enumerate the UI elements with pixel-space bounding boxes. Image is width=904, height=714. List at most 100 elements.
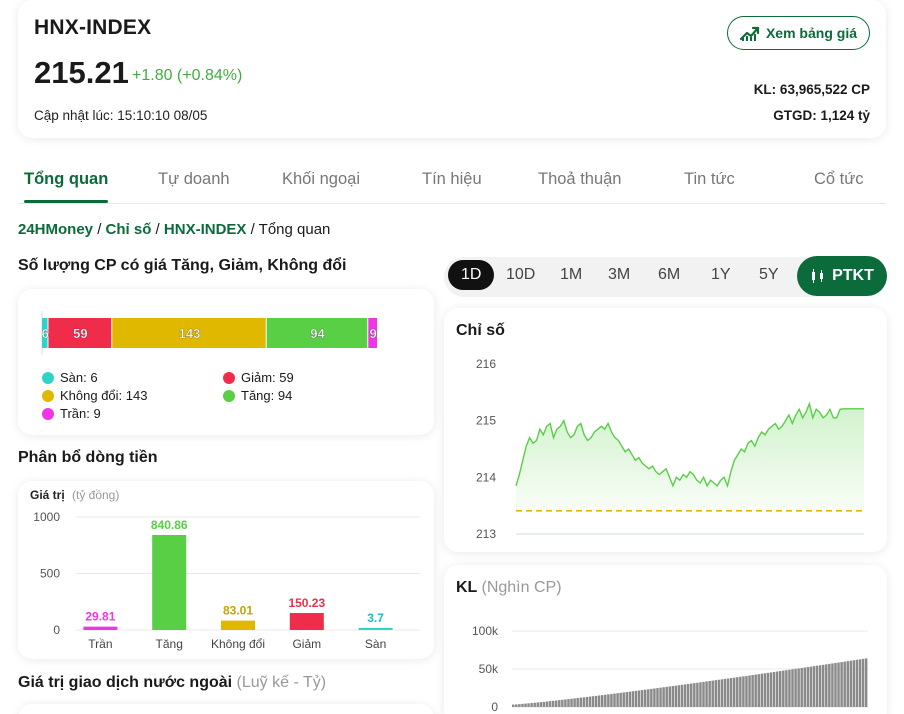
volume-chart-title: KL (Nghìn CP) (456, 579, 562, 597)
volume-bar (539, 702, 543, 707)
volume-bar (852, 660, 856, 707)
legend-dot (42, 371, 54, 384)
period-10d[interactable]: 10D (506, 266, 536, 283)
period-5y[interactable]: 5Y (759, 266, 779, 283)
cash-flow-ytick: 1000 (33, 510, 60, 524)
period-6m[interactable]: 6M (658, 266, 681, 283)
volume-bar (821, 664, 825, 707)
volume-bar (809, 666, 813, 707)
volume-bar (779, 671, 782, 707)
update-time: Cập nhật lúc: 15:10:10 08/05 (34, 108, 208, 123)
volume-bar (849, 660, 853, 707)
tab-overview[interactable]: Tổng quan (24, 170, 109, 188)
legend-dot (42, 407, 54, 420)
index-ytick: 213 (476, 527, 496, 541)
breadth-segment-san (42, 318, 48, 348)
index-ytick: 214 (476, 470, 496, 484)
volume-bar (548, 701, 552, 707)
volume-bar (711, 680, 714, 707)
volume-bar (558, 700, 561, 707)
volume-bar (785, 670, 788, 707)
period-1d[interactable]: 1D (448, 260, 495, 290)
breadth-segment-khongdoi (112, 318, 266, 348)
breadth-segment-label: 9 (370, 326, 377, 341)
cash-flow-axis-unit: (tỷ đồng) (72, 488, 119, 502)
volume-bar (742, 676, 745, 707)
volume-bar (515, 704, 518, 707)
volume-ytick: 50k (479, 662, 499, 676)
tab-bar: Tổng quan Tự doanh Khối ngoại Tín hiệu T… (18, 160, 886, 204)
period-1y[interactable]: 1Y (711, 266, 731, 283)
breadcrumb-home[interactable]: 24HMoney (18, 221, 94, 238)
volume-bar (864, 658, 868, 707)
volume-bar (797, 668, 800, 707)
cash-flow-bar (152, 534, 187, 630)
volume-bar (791, 669, 794, 707)
cash-flow-category-label: Không đổi (211, 637, 265, 651)
breadth-title: Số lượng CP có giá Tăng, Giảm, Không đổi (18, 257, 347, 274)
volume-bar (656, 688, 659, 707)
candlestick-icon (812, 269, 824, 283)
index-ytick: 215 (476, 414, 496, 428)
volume-bar (732, 677, 736, 707)
volume-bar (625, 692, 629, 707)
volume-bar (720, 679, 724, 707)
cash-flow-chart: Giá trị (tỷ đồng) 1000 500 0 29.81 Trần 840.86 T… (30, 488, 420, 651)
breadth-segment-label: 6 (42, 326, 49, 341)
tab-negotiated[interactable]: Thoả thuận (538, 170, 622, 188)
volume-bar (815, 665, 819, 707)
legend-dot (42, 389, 54, 402)
price-board-button[interactable]: Xem bảng giá (726, 16, 870, 50)
volume-bar (686, 683, 690, 707)
index-name: HNX-INDEX (34, 16, 152, 39)
tab-foreign[interactable]: Khối ngoại (282, 170, 360, 188)
legend-label: Tăng: 94 (241, 388, 293, 403)
tab-proprietary[interactable]: Tự doanh (158, 170, 230, 188)
volume-bar (561, 699, 564, 707)
breadth-segment-label: 143 (179, 326, 201, 341)
volume-bar (610, 693, 613, 707)
volume-bar (739, 676, 742, 707)
volume-bar (567, 699, 570, 707)
volume-bar (714, 680, 718, 707)
volume-bar (674, 685, 678, 707)
volume-bar (702, 681, 705, 707)
index-ytick: 216 (476, 357, 496, 371)
volume-bar (726, 678, 730, 707)
price-board-label: Xem bảng giá (765, 25, 857, 41)
volume-bar (760, 673, 764, 707)
index-line-chart: 216 215 214 213 (476, 357, 864, 541)
cash-flow-category-label: Sàn (365, 637, 386, 651)
volume-bar (754, 674, 757, 707)
cash-flow-category-label: Giảm (292, 637, 321, 651)
legend-tang: Tăng: 94 (223, 388, 292, 403)
volume-stat: KL: 63,965,522 CP (753, 82, 870, 97)
volume-bar (668, 686, 671, 707)
breadcrumb-separator: / (151, 221, 164, 238)
legend-label: Sàn: 6 (60, 370, 98, 385)
period-3m[interactable]: 3M (608, 266, 631, 283)
legend-khongdoi: Không đổi: 143 (42, 388, 147, 403)
period-1m[interactable]: 1M (560, 266, 583, 283)
volume-bar (640, 690, 644, 707)
volume-bar (671, 686, 675, 707)
cash-flow-axis-label: Giá trị (30, 488, 65, 502)
cash-flow-bar (221, 620, 255, 630)
cash-flow-title: Phân bổ dòng tiền (18, 449, 158, 466)
volume-bar (604, 694, 607, 707)
cash-flow-category-label: Tăng (156, 637, 183, 651)
tab-signals[interactable]: Tín hiệu (422, 170, 482, 188)
breadcrumb-section[interactable]: Chỉ số (105, 221, 152, 238)
legend-tran: Trần: 9 (42, 406, 101, 421)
cash-flow-bar (358, 628, 393, 630)
tab-dividends[interactable]: Cổ tức (814, 170, 864, 188)
breadth-segment-tang (266, 318, 368, 348)
breadcrumb-index[interactable]: HNX-INDEX (163, 221, 247, 238)
breadcrumb: 24HMoney / Chỉ số / HNX-INDEX / Tổng qua… (18, 221, 330, 238)
ptkt-button[interactable]: PTKT (797, 256, 887, 296)
tab-news[interactable]: Tin tức (684, 170, 735, 188)
volume-bar (545, 701, 549, 707)
volume-bar (616, 693, 619, 707)
volume-bar (619, 692, 622, 707)
active-tab-indicator (24, 200, 108, 203)
